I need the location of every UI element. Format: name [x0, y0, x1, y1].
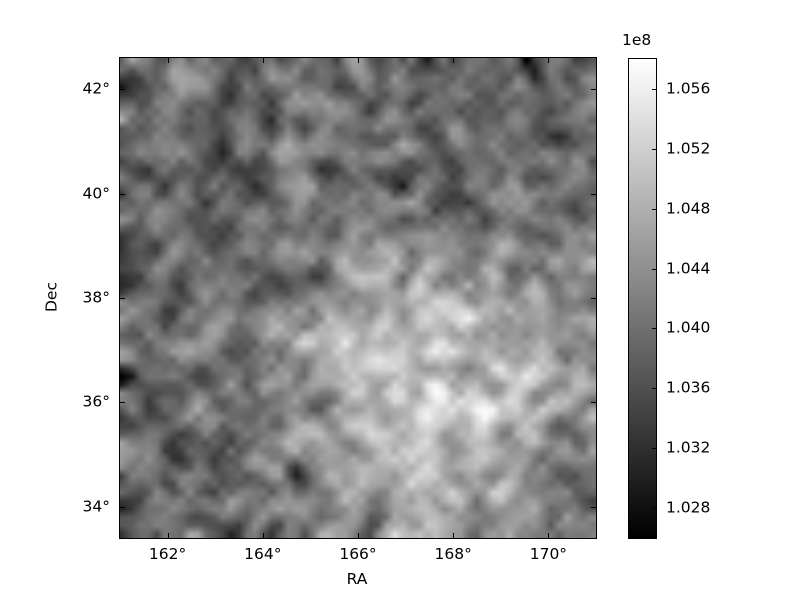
colorbar-tick-label: 1.056 — [666, 79, 711, 98]
colorbar[interactable] — [628, 58, 657, 539]
y-axis-tick-right — [591, 506, 596, 508]
colorbar-tick-label: 1.048 — [666, 198, 711, 217]
y-axis-tick-label: 36° — [82, 392, 110, 411]
y-axis-tick — [120, 193, 125, 195]
y-axis-label: Dec — [42, 282, 61, 312]
y-axis-tick — [120, 506, 125, 508]
y-axis-tick-label: 34° — [82, 496, 110, 515]
colorbar-tick-label: 1.044 — [666, 258, 711, 277]
y-axis-tick — [120, 402, 125, 404]
colorbar-tick — [652, 208, 656, 210]
x-axis-tick-label: 170° — [529, 545, 568, 563]
colorbar-tick-label: 1.040 — [666, 318, 711, 337]
x-axis-tick-label: 166° — [339, 545, 377, 563]
colorbar-tick — [652, 88, 656, 90]
colorbar-tick-label: 1.028 — [666, 498, 711, 517]
x-axis-tick-top — [262, 58, 264, 63]
y-axis-tick — [120, 298, 125, 299]
x-axis-tick-top — [358, 58, 359, 63]
x-axis-tick — [453, 533, 455, 538]
colorbar-tick — [652, 268, 656, 270]
x-axis-tick — [358, 533, 359, 538]
y-axis-tick-right — [591, 402, 596, 404]
sky-map-axes[interactable] — [119, 57, 597, 539]
y-axis-tick — [120, 89, 125, 91]
y-axis-tick-right — [591, 193, 596, 195]
colorbar-offset-text: 1e8 — [622, 31, 652, 49]
y-axis-tick-label: 40° — [82, 183, 110, 202]
colorbar-tick — [652, 448, 656, 450]
x-axis-tick-top — [548, 58, 550, 63]
x-axis-tick — [167, 533, 169, 538]
x-axis-label: RA — [346, 570, 368, 588]
x-axis-tick — [548, 533, 550, 538]
x-axis-tick-top — [167, 58, 169, 63]
colorbar-tick — [652, 328, 656, 330]
colorbar-tick-label: 1.052 — [666, 139, 711, 158]
colorbar-tick-label: 1.032 — [666, 438, 711, 457]
y-axis-tick-label: 42° — [82, 79, 110, 98]
colorbar-tick-label: 1.036 — [666, 378, 711, 397]
x-axis-tick-label: 168° — [434, 545, 472, 563]
colorbar-tick — [652, 388, 656, 390]
y-axis-tick-right — [591, 89, 596, 91]
x-axis-tick-label: 164° — [244, 545, 282, 563]
x-axis-tick-label: 162° — [148, 545, 187, 563]
colorbar-tick — [652, 508, 656, 510]
y-axis-tick-right — [591, 298, 596, 299]
y-axis-tick-label: 38° — [82, 288, 110, 307]
colorbar-tick — [652, 148, 656, 150]
x-axis-tick — [262, 533, 264, 538]
sky-map-heatmap — [120, 58, 596, 538]
x-axis-tick-top — [453, 58, 455, 63]
